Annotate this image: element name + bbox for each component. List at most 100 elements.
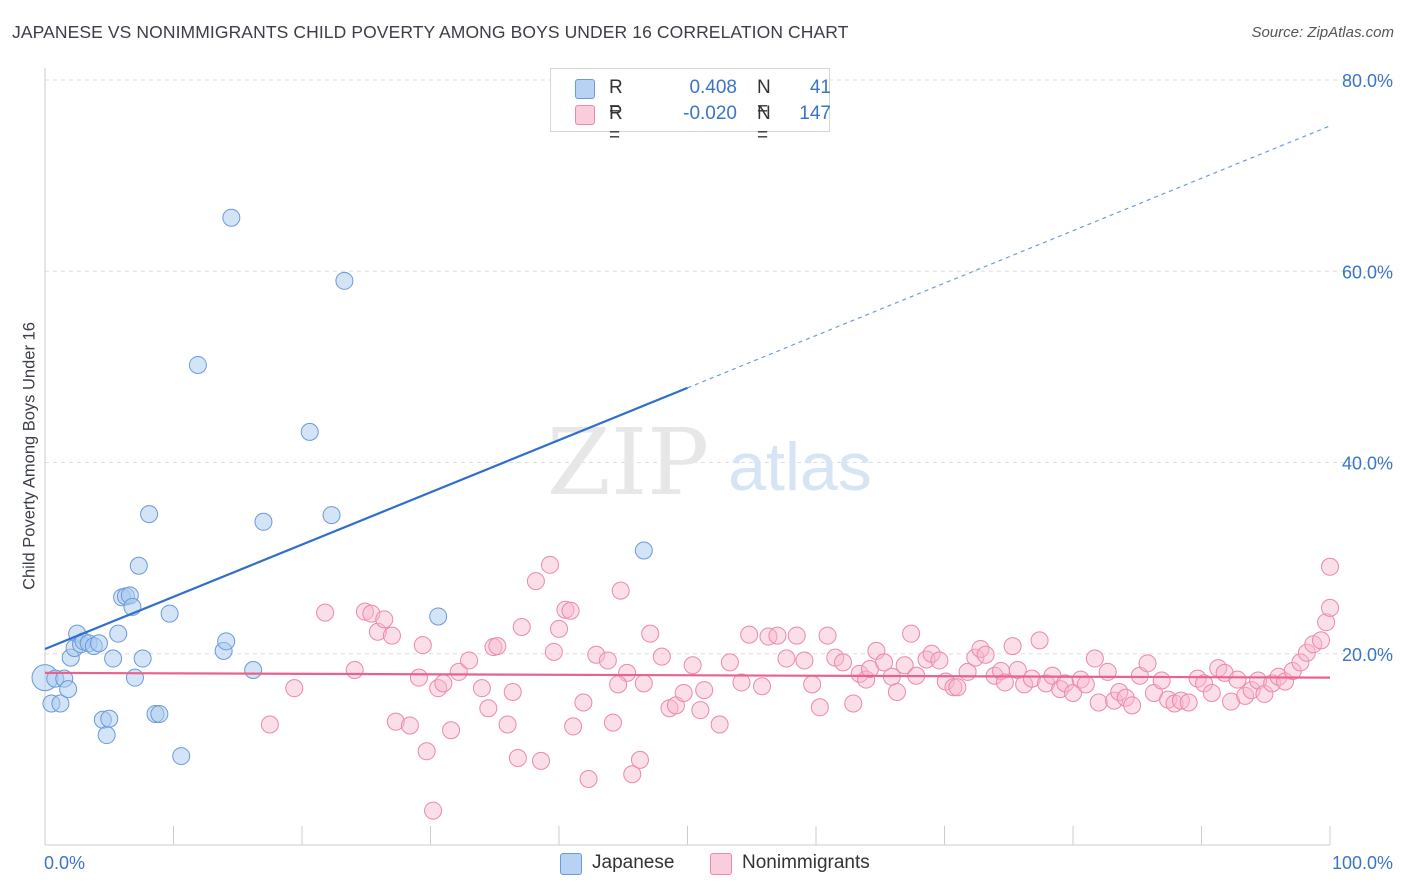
nonimmigrants-point (598, 651, 617, 670)
nonimmigrants-point (1152, 671, 1171, 690)
japanese-point (140, 505, 159, 524)
japanese-point (188, 355, 207, 374)
nonimmigrants-point (1321, 598, 1339, 617)
nonimmigrants-point (634, 674, 653, 693)
legend-n-label: N = (757, 77, 771, 120)
nonimmigrants-point (818, 626, 837, 645)
nonimmigrants-point (603, 713, 622, 732)
nonimmigrants-point (541, 555, 560, 574)
legend-r-label: R = (609, 77, 623, 120)
nonimmigrants-point (1085, 649, 1104, 668)
nonimmigrants-point (1171, 691, 1190, 710)
y-tick-label: 40.0% (1342, 454, 1393, 474)
nonimmigrants-point (400, 716, 419, 735)
nonimmigrants-point (532, 751, 551, 770)
axes (44, 68, 1331, 846)
nonimmigrants-point (1195, 674, 1214, 693)
chart-title: JAPANESE VS NONIMMIGRANTS CHILD POVERTY … (12, 22, 849, 42)
japanese-point (125, 668, 144, 687)
trend-lines (44, 125, 1331, 679)
nonimmigrants-point (564, 717, 583, 736)
nonimmigrants-point (1228, 670, 1247, 689)
nonimmigrants-point (887, 683, 906, 701)
nonimmigrants-point (833, 653, 852, 672)
japanese-point (109, 624, 128, 643)
japanese-point (300, 422, 319, 441)
nonimmigrants-point (316, 603, 335, 622)
japanese-point (335, 271, 354, 290)
japanese-point (222, 208, 241, 227)
nonimmigrants-point (579, 770, 598, 789)
nonimmigrants-point (409, 668, 428, 687)
japanese-point (150, 704, 169, 723)
watermark-atlas: atlas (728, 429, 872, 505)
nonimmigrants-point (460, 651, 479, 670)
legend-r-label: R = (609, 103, 623, 146)
nonimmigrants-point (1022, 669, 1041, 688)
legend-r-value: 0.408 (689, 77, 737, 98)
legend-n-label: N = (757, 103, 771, 146)
legend-swatch-japanese (575, 79, 595, 99)
nonimmigrants-point (512, 617, 531, 636)
watermark: ZIP atlas (547, 409, 872, 516)
nonimmigrants-point (1071, 670, 1090, 689)
nonimmigrants-point (503, 683, 522, 701)
nonimmigrants-point (652, 647, 671, 666)
legend-n-value: 147 (799, 103, 831, 124)
japanese-point (634, 541, 653, 560)
nonimmigrants-point (1089, 693, 1108, 712)
nonimmigrants-point (759, 627, 778, 646)
nonimmigrants-point (710, 715, 729, 734)
correlation-legend: R = 0.408 N = 41 R = -0.020 N = 147 (550, 68, 831, 146)
nonimmigrants-point (966, 648, 985, 667)
nonimmigrants-point (803, 675, 822, 694)
japanese-point (254, 512, 273, 531)
nonimmigrants-point (902, 624, 921, 643)
nonimmigrants-point (641, 624, 660, 643)
nonimmigrants-point (449, 662, 468, 681)
nonimmigrants-point (787, 626, 806, 645)
nonimmigrants-point (895, 656, 914, 675)
series-swatch-japanese (560, 853, 582, 875)
nonimmigrants-point (544, 642, 563, 661)
nonimmigrants-point (1255, 684, 1274, 703)
nonimmigrants-point (740, 625, 759, 644)
japanese-point (100, 709, 119, 728)
nonimmigrants-point (1116, 688, 1135, 707)
nonimmigrants-point (386, 712, 405, 731)
nonimmigrants-point (922, 644, 941, 663)
japanese-point (89, 634, 108, 653)
nonimmigrants-point (623, 765, 642, 784)
nonimmigrants-point (795, 651, 814, 670)
nonimmigrants-point (777, 649, 796, 668)
japanese-point (322, 506, 341, 525)
nonimmigrants-point (550, 619, 568, 638)
nonimmigrants-point (753, 677, 772, 696)
nonimmigrants-point (609, 675, 628, 694)
nonimmigrants-point (1076, 675, 1095, 694)
japanese-point (160, 604, 179, 623)
nonimmigrants-trend-line (44, 671, 1331, 679)
nonimmigrants-point (417, 742, 436, 761)
japanese-point (51, 694, 70, 713)
nonimmigrants-point (976, 645, 995, 664)
nonimmigrants-point (472, 679, 491, 698)
nonimmigrants-point (1312, 631, 1331, 650)
series-label-japanese: Japanese (592, 852, 675, 873)
nonimmigrants-point (944, 678, 963, 697)
japanese-point (59, 680, 78, 699)
x-tick-label-min: 0.0% (44, 853, 85, 873)
japanese-trend-line (44, 386, 688, 650)
nonimmigrants-point (1056, 674, 1075, 693)
watermark-zip: ZIP (547, 409, 709, 516)
y-tick-label: 80.0% (1342, 71, 1393, 91)
legend-n-value: 41 (809, 77, 831, 98)
nonimmigrants-point (611, 581, 630, 600)
japanese-point (97, 726, 116, 745)
nonimmigrants-point (375, 610, 394, 629)
nonimmigrants-point (695, 681, 714, 700)
nonimmigrants-point (630, 750, 649, 769)
nonimmigrants-point (691, 701, 710, 720)
nonimmigrants-point (930, 651, 949, 670)
